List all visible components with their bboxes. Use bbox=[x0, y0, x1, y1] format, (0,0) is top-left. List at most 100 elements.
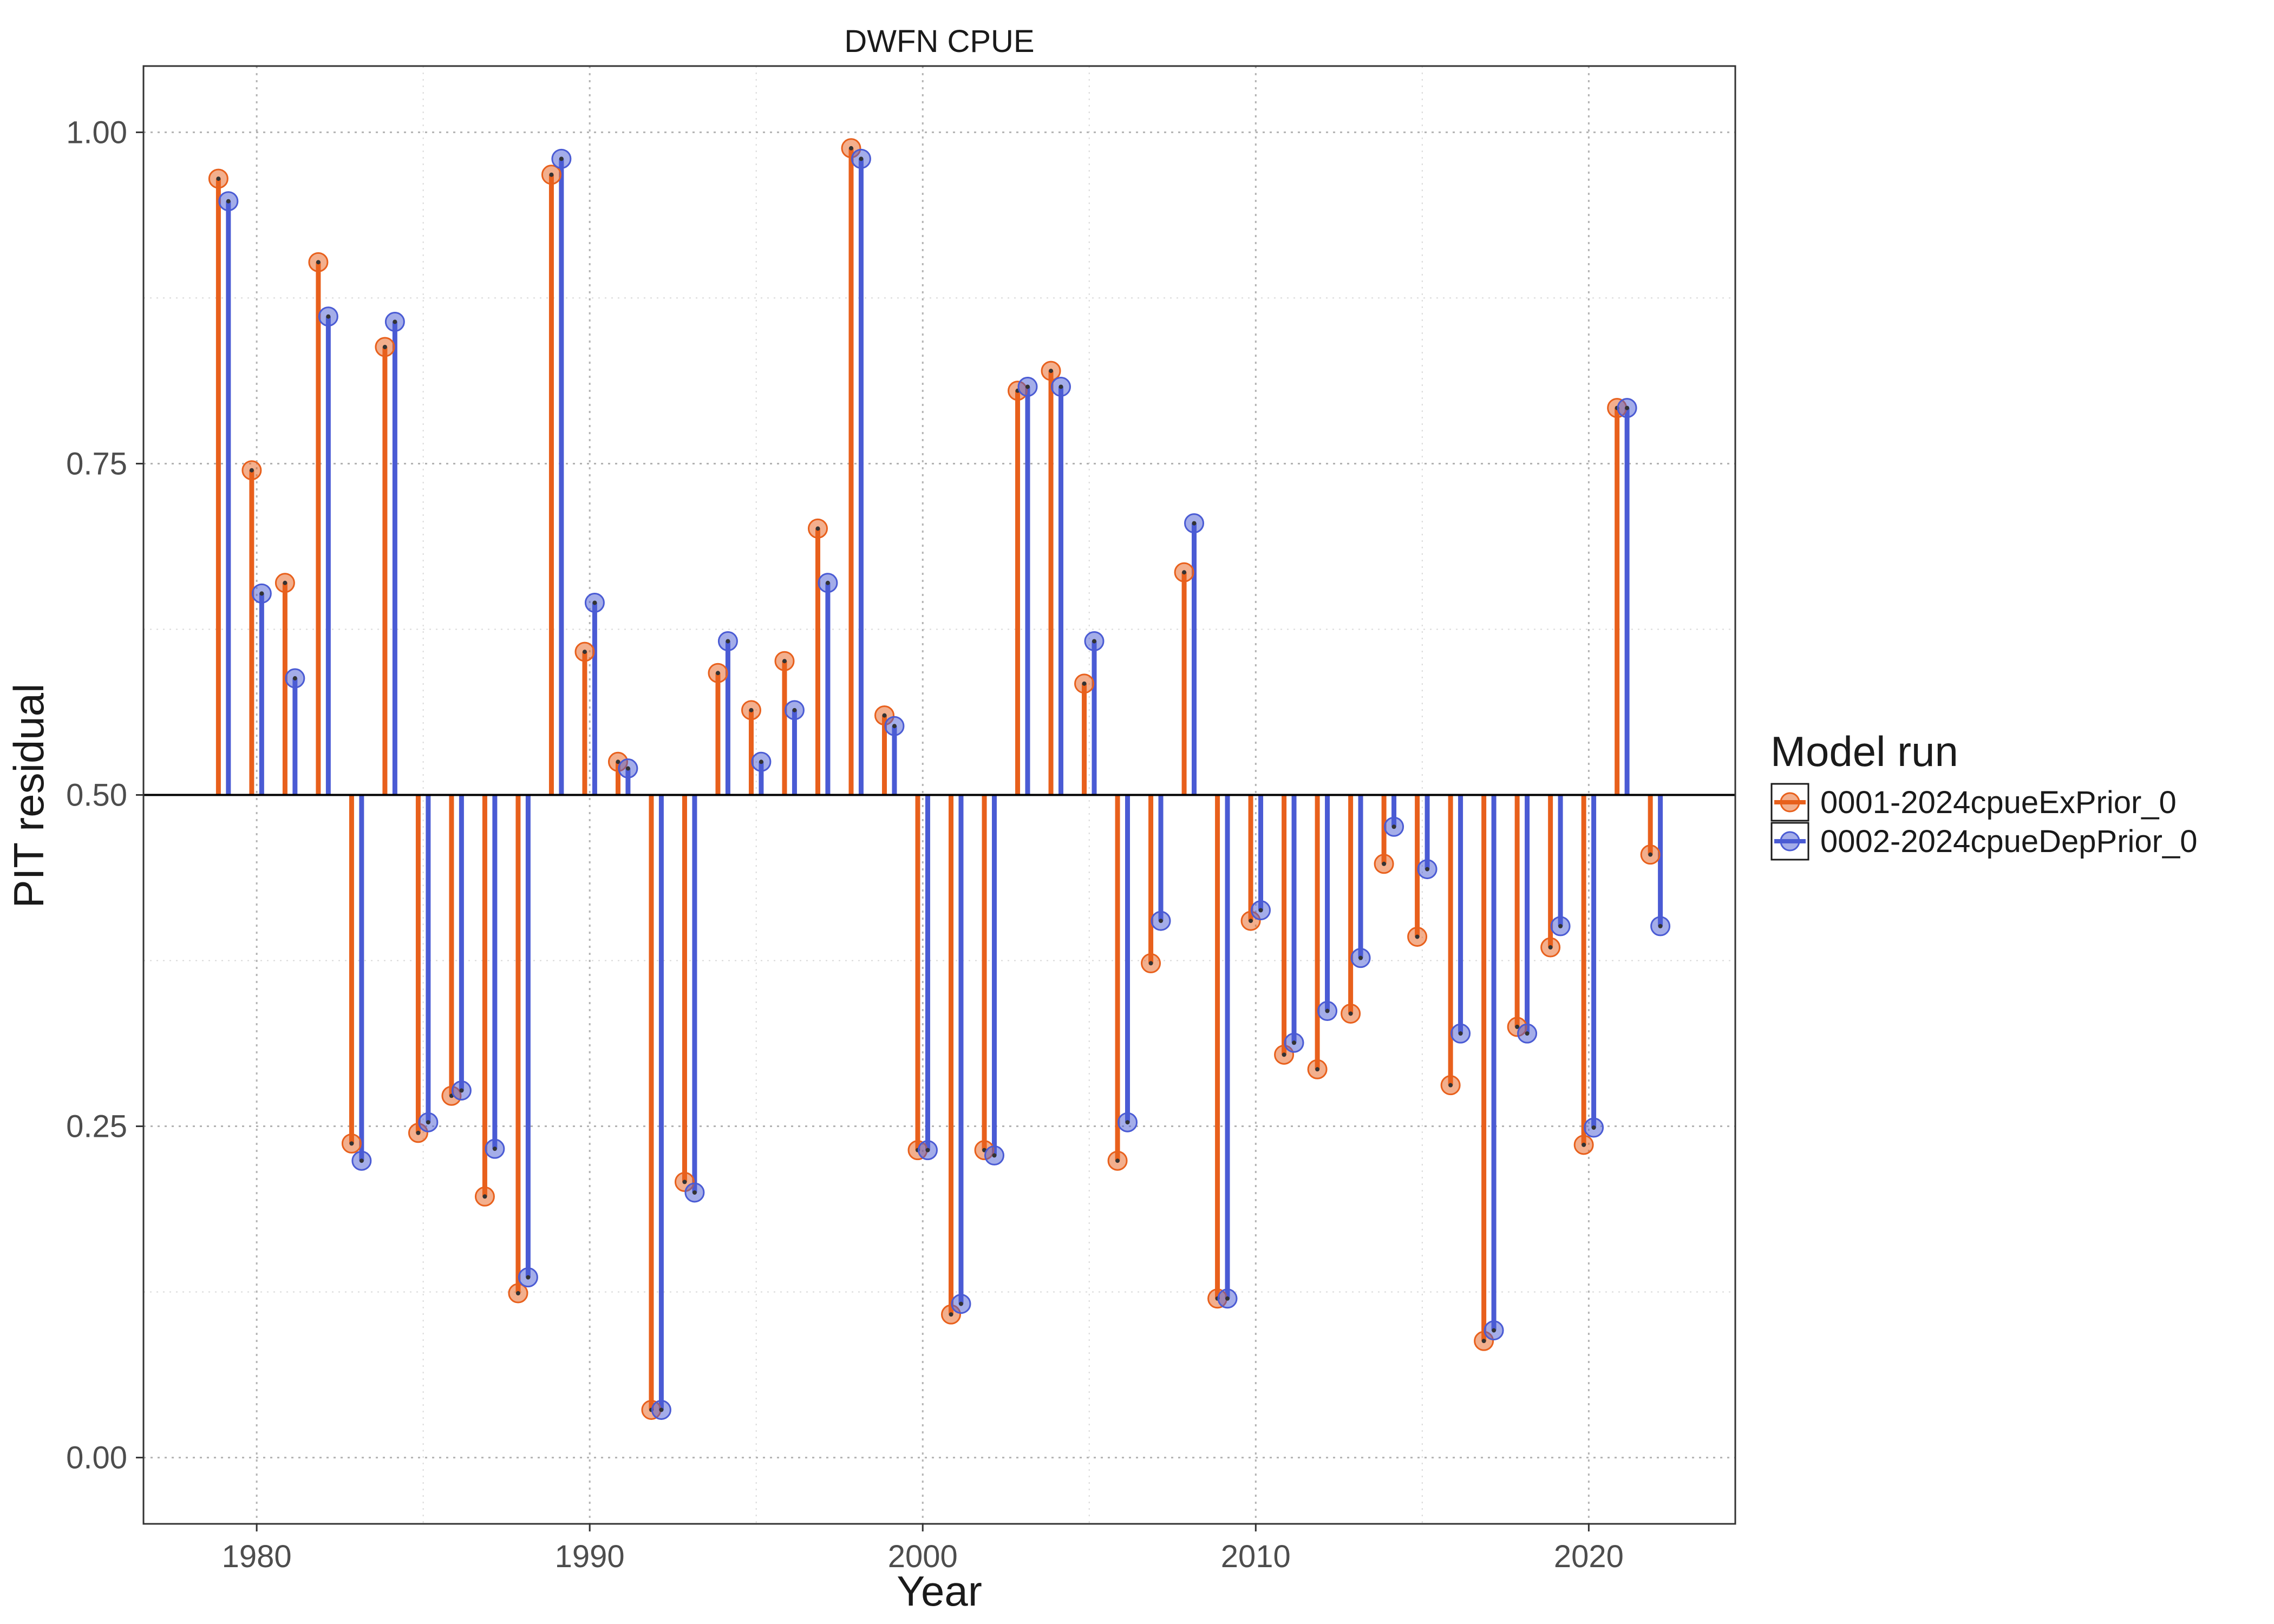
data-point-center bbox=[958, 1301, 963, 1306]
data-point-center bbox=[1648, 852, 1653, 857]
data-point-center bbox=[1481, 1339, 1486, 1344]
data-point-center bbox=[559, 156, 564, 161]
x-tick-label: 2010 bbox=[1221, 1539, 1291, 1574]
data-point-center bbox=[426, 1120, 430, 1125]
data-point-center bbox=[892, 724, 897, 729]
data-point-center bbox=[1358, 955, 1363, 960]
data-point-center bbox=[1591, 1125, 1596, 1130]
y-tick-label: 1.00 bbox=[66, 115, 127, 150]
data-point-center bbox=[216, 176, 221, 181]
plot-panel bbox=[142, 65, 1736, 1525]
legend: Model run 0001-2024cpueExPrior_0 0002-20… bbox=[1770, 728, 2198, 861]
data-point-center bbox=[1292, 1040, 1297, 1045]
data-point-center bbox=[1125, 1120, 1130, 1125]
data-point-center bbox=[1225, 1296, 1230, 1301]
x-axis: 1980 1990 2000 2010 2020 bbox=[222, 1524, 1624, 1574]
data-point-center bbox=[726, 639, 730, 644]
data-point-center bbox=[692, 1190, 697, 1195]
data-point-center bbox=[1148, 961, 1153, 966]
data-point-center bbox=[1458, 1031, 1463, 1036]
data-point-center bbox=[1492, 1328, 1497, 1333]
data-point-center bbox=[1282, 1052, 1286, 1057]
data-point-center bbox=[1658, 924, 1663, 928]
data-point-center bbox=[1192, 521, 1197, 526]
lollipop-stems bbox=[215, 148, 1663, 1410]
data-point-center bbox=[792, 708, 797, 712]
data-point-center bbox=[1325, 1009, 1330, 1013]
data-point-center bbox=[1025, 384, 1030, 389]
data-point-center bbox=[992, 1153, 997, 1158]
data-point-center bbox=[1058, 384, 1063, 389]
data-point-center bbox=[526, 1275, 531, 1280]
data-point-center bbox=[882, 713, 887, 718]
x-tick-label: 1980 bbox=[222, 1539, 292, 1574]
data-point-center bbox=[859, 156, 864, 161]
x-tick-label: 1990 bbox=[555, 1539, 625, 1574]
y-tick-label: 0.00 bbox=[66, 1440, 127, 1476]
data-point-center bbox=[925, 1148, 930, 1152]
data-point-center bbox=[482, 1194, 487, 1199]
y-tick-label: 0.25 bbox=[66, 1109, 127, 1144]
legend-label-series-2: 0002-2024cpueDepPrior_0 bbox=[1820, 824, 2198, 859]
data-point-center bbox=[1582, 1142, 1586, 1147]
data-point-center bbox=[1115, 1158, 1120, 1163]
y-tick-label: 0.50 bbox=[66, 778, 127, 813]
data-point-center bbox=[1515, 1024, 1520, 1029]
data-point-center bbox=[393, 319, 397, 324]
y-tick-label: 0.75 bbox=[66, 446, 127, 481]
data-point-center bbox=[592, 600, 597, 605]
data-point-center bbox=[1448, 1083, 1453, 1088]
legend-item-series-2: 0002-2024cpueDepPrior_0 bbox=[1770, 822, 2198, 861]
data-point-center bbox=[949, 1312, 953, 1317]
data-point-center bbox=[1049, 369, 1054, 374]
data-point-center bbox=[416, 1130, 421, 1135]
data-point-center bbox=[1348, 1011, 1353, 1016]
data-point-center bbox=[825, 580, 830, 585]
data-point-center bbox=[1249, 919, 1253, 924]
y-axis-title: PIT residual bbox=[5, 684, 53, 908]
data-point-center bbox=[715, 671, 720, 676]
data-point-center bbox=[249, 468, 254, 473]
data-point-center bbox=[749, 708, 754, 712]
data-point-center bbox=[359, 1158, 364, 1163]
data-point-center bbox=[1182, 570, 1187, 575]
data-point-center bbox=[759, 759, 763, 764]
data-point-center bbox=[259, 591, 264, 596]
legend-point-swatch bbox=[1780, 792, 1800, 813]
data-point-center bbox=[1082, 681, 1087, 686]
data-point-center bbox=[292, 676, 297, 681]
data-point-center bbox=[326, 314, 331, 319]
data-point-center bbox=[1425, 867, 1430, 872]
chart-title: DWFN CPUE bbox=[844, 24, 1034, 59]
data-point-center bbox=[616, 759, 620, 764]
data-point-center bbox=[283, 580, 287, 585]
x-axis-title: Year bbox=[897, 1567, 982, 1615]
x-tick-label: 2000 bbox=[888, 1539, 958, 1574]
data-point-center bbox=[1415, 934, 1420, 939]
data-point-center bbox=[1315, 1067, 1320, 1072]
x-tick-label: 2020 bbox=[1554, 1539, 1624, 1574]
legend-item-series-1: 0001-2024cpueExPrior_0 bbox=[1770, 783, 2177, 822]
data-point-center bbox=[492, 1147, 497, 1151]
data-point-center bbox=[1525, 1031, 1530, 1036]
data-point-center bbox=[782, 659, 787, 664]
legend-point-swatch bbox=[1780, 831, 1800, 852]
data-point-center bbox=[1159, 919, 1164, 924]
legend-label-series-1: 0001-2024cpueExPrior_0 bbox=[1820, 785, 2177, 820]
data-point-center bbox=[316, 260, 321, 265]
data-point-center bbox=[682, 1180, 687, 1184]
data-point-center bbox=[1391, 824, 1396, 829]
data-point-center bbox=[815, 526, 820, 531]
data-point-center bbox=[382, 345, 387, 350]
legend-title: Model run bbox=[1770, 728, 1958, 775]
data-point-center bbox=[1092, 639, 1097, 644]
y-axis: 0.00 0.25 0.50 0.75 1.00 bbox=[66, 115, 143, 1476]
data-point-center bbox=[1548, 945, 1553, 950]
data-point-center bbox=[459, 1088, 464, 1093]
lollipop-points bbox=[208, 138, 1671, 1420]
data-point-center bbox=[625, 766, 630, 771]
data-point-center bbox=[349, 1141, 354, 1146]
data-point-center bbox=[1258, 908, 1263, 913]
data-point-center bbox=[515, 1291, 520, 1296]
